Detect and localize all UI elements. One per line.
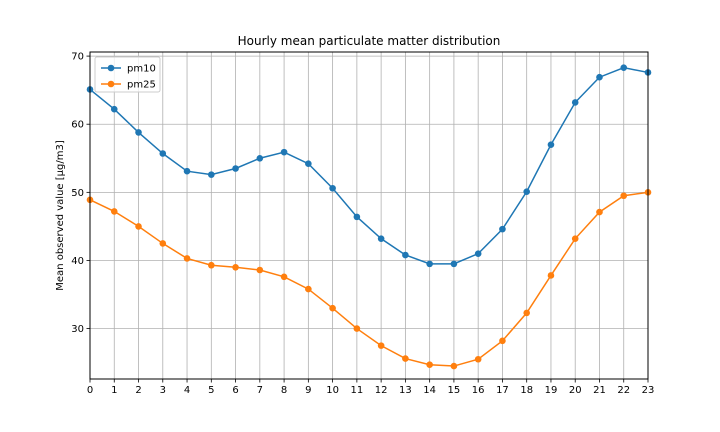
y-tick-label: 30 xyxy=(71,324,84,335)
data-point-pm25 xyxy=(377,342,385,349)
x-axis: 0 1 2 3 4 5 6 7 8 9 10 11 12 13 14 15 16 17 18 19 20 21 22 23 xyxy=(87,379,655,396)
x-tick-label: 10 xyxy=(326,385,339,396)
legend-label-pm25: pm25 xyxy=(127,80,156,91)
data-point-pm25 xyxy=(232,263,239,271)
data-point-pm10 xyxy=(474,250,482,257)
data-point-pm25 xyxy=(474,355,482,363)
data-point-pm10 xyxy=(329,184,336,192)
data-point-pm25 xyxy=(450,362,458,370)
data-point-pm25 xyxy=(183,255,191,262)
data-point-pm10 xyxy=(377,235,385,242)
data-point-pm25 xyxy=(159,240,167,247)
data-point-pm10 xyxy=(353,213,361,221)
series-line-pm25 xyxy=(89,191,649,367)
legend-label-pm10: pm10 xyxy=(127,64,156,75)
x-tick-label: 19 xyxy=(545,385,558,396)
x-tick-label: 23 xyxy=(642,385,655,396)
x-tick-label: 11 xyxy=(351,385,364,396)
x-tick-label: 21 xyxy=(593,385,606,396)
x-tick-label: 20 xyxy=(569,385,582,396)
data-point-pm25 xyxy=(426,361,433,368)
data-point-pm25 xyxy=(208,261,215,269)
x-tick-label: 22 xyxy=(617,385,630,396)
y-tick-label: 40 xyxy=(71,256,84,267)
data-point-pm25 xyxy=(547,272,555,279)
data-point-pm25 xyxy=(402,355,409,362)
data-point-pm10 xyxy=(280,148,288,156)
data-point-pm25 xyxy=(523,309,530,317)
data-point-pm10 xyxy=(499,225,506,233)
chart-title: Hourly mean particulate matter distribut… xyxy=(238,34,501,48)
data-point-pm25 xyxy=(596,208,603,216)
x-tick-label: 16 xyxy=(472,385,485,396)
x-tick-label: 2 xyxy=(135,385,141,396)
x-tick-label: 15 xyxy=(448,385,461,396)
y-tick-label: 60 xyxy=(71,120,84,131)
legend: pm10 pm25 xyxy=(94,56,161,93)
data-point-pm10 xyxy=(256,154,264,162)
x-tick-label: 7 xyxy=(257,385,263,396)
data-point-pm10 xyxy=(523,188,530,195)
x-tick-label: 14 xyxy=(423,385,436,396)
data-point-pm10 xyxy=(135,129,142,136)
data-point-pm10 xyxy=(402,251,409,259)
data-point-pm25 xyxy=(305,285,312,293)
y-tick-label: 50 xyxy=(71,188,84,199)
x-tick-label: 4 xyxy=(184,385,190,396)
x-tick-label: 5 xyxy=(208,385,214,396)
data-point-pm10 xyxy=(426,260,433,268)
data-point-pm25 xyxy=(353,325,361,332)
x-tick-label: 6 xyxy=(232,385,238,396)
grid xyxy=(89,52,649,379)
x-tick-label: 3 xyxy=(160,385,166,396)
x-tick-label: 0 xyxy=(87,385,93,396)
plot-frame xyxy=(89,51,649,380)
x-tick-label: 17 xyxy=(496,385,509,396)
x-tick-label: 9 xyxy=(305,385,311,396)
data-point-pm25 xyxy=(256,266,264,274)
legend-marker-pm10 xyxy=(107,64,115,72)
data-point-pm10 xyxy=(596,73,603,81)
data-point-pm10 xyxy=(232,165,239,172)
data-point-pm10 xyxy=(571,99,579,106)
data-point-pm25 xyxy=(280,273,288,281)
data-point-pm25 xyxy=(620,192,628,200)
x-tick-label: 13 xyxy=(399,385,412,396)
data-point-pm25 xyxy=(329,304,336,312)
series-layer xyxy=(86,64,652,370)
data-point-pm25 xyxy=(571,235,579,242)
data-point-pm10 xyxy=(159,150,167,157)
data-point-pm25 xyxy=(499,337,506,345)
data-point-pm10 xyxy=(110,105,118,113)
y-axis: 30 40 50 60 70 xyxy=(71,52,90,335)
x-tick-label: 1 xyxy=(111,385,117,396)
series-line-pm10 xyxy=(89,66,649,265)
data-point-pm10 xyxy=(547,141,555,148)
x-tick-label: 8 xyxy=(281,385,287,396)
x-tick-label: 12 xyxy=(375,385,388,396)
data-point-pm10 xyxy=(208,171,215,178)
data-point-pm25 xyxy=(110,208,118,215)
y-tick-label: 70 xyxy=(71,52,84,63)
x-tick-label: 18 xyxy=(520,385,533,396)
data-point-pm10 xyxy=(305,160,312,168)
data-point-pm25 xyxy=(135,223,142,230)
data-point-pm10 xyxy=(450,260,458,268)
data-point-pm10 xyxy=(620,64,628,71)
y-axis-title: Mean observed value [µg/m3] xyxy=(55,140,66,291)
legend-marker-pm25 xyxy=(107,80,115,88)
data-point-pm10 xyxy=(183,167,191,175)
